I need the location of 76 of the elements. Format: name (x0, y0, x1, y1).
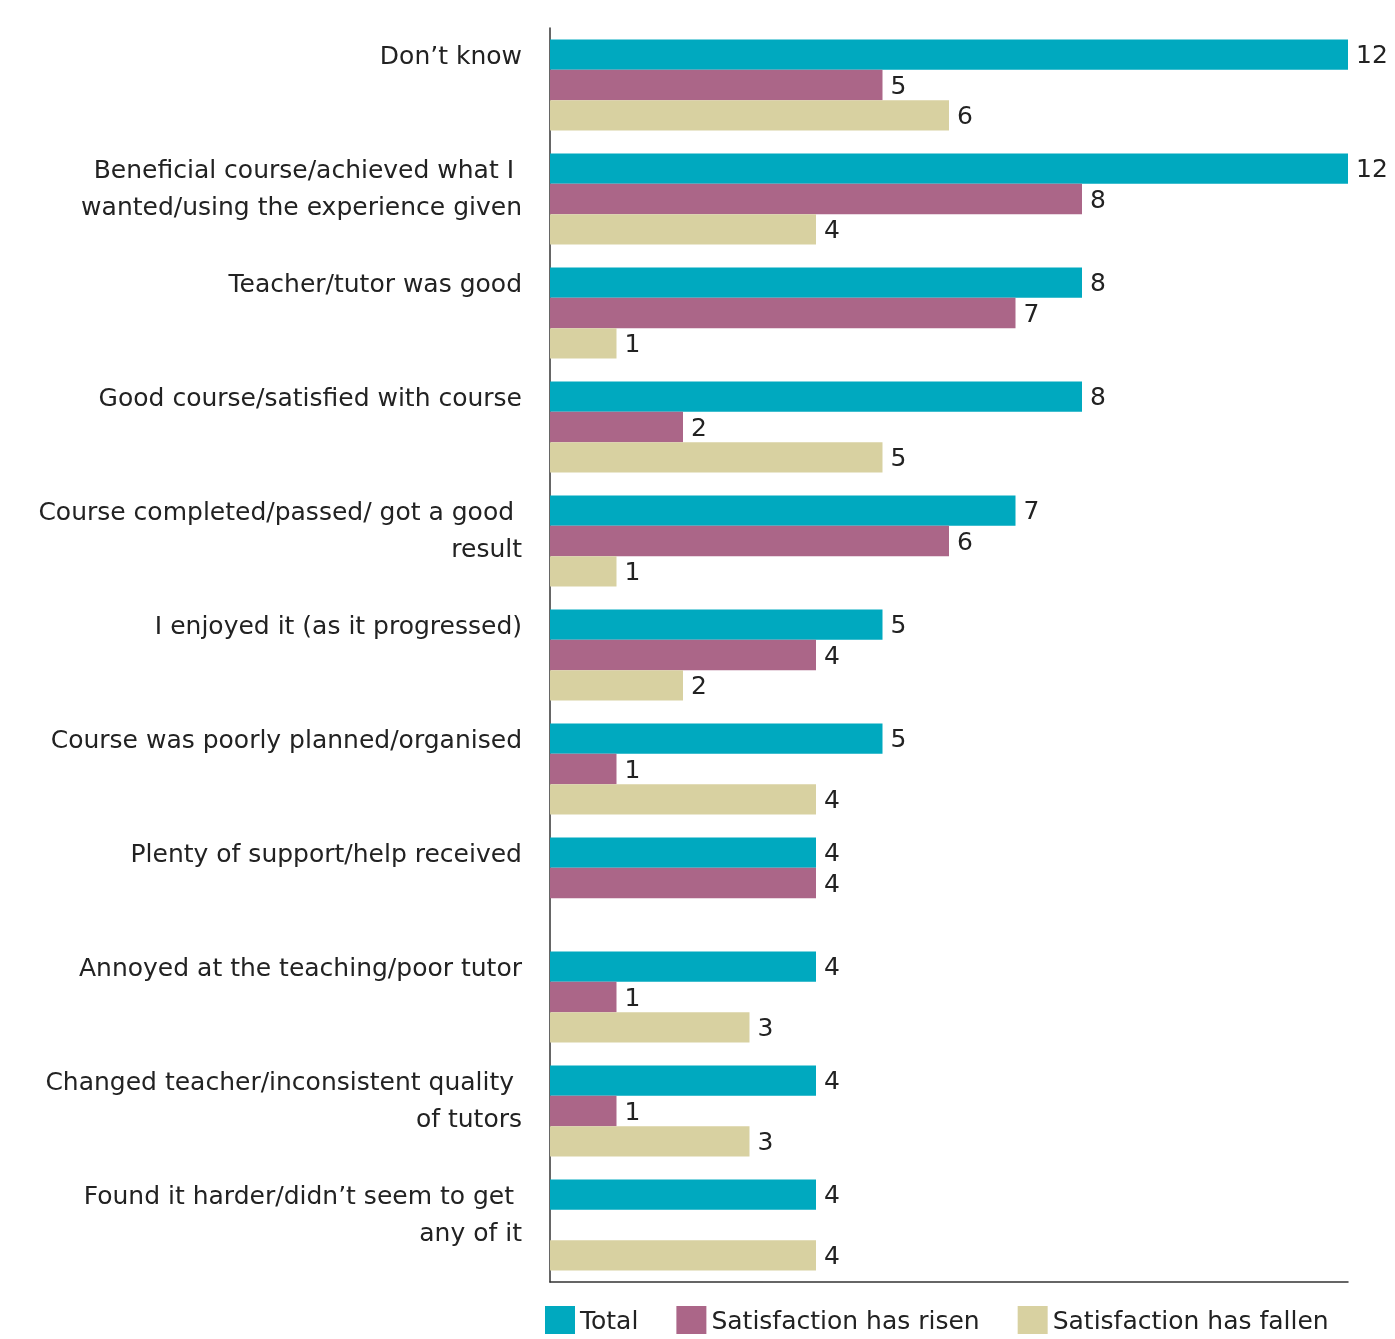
bar (550, 1179, 816, 1210)
y-tick-label: Annoyed at the teaching/poor tutor (78, 953, 523, 982)
data-label: 3 (757, 1012, 774, 1042)
data-label: 1 (624, 556, 641, 586)
data-label: 1 (624, 754, 641, 784)
bar (550, 411, 683, 443)
bar (550, 442, 883, 473)
bar (550, 183, 1082, 215)
bar (550, 753, 617, 785)
bar (550, 495, 1016, 526)
bar (550, 214, 816, 245)
data-label: 5 (890, 442, 907, 472)
data-label: 4 (824, 838, 840, 868)
bar (550, 639, 816, 671)
bar (550, 723, 883, 754)
y-tick-label: Teacher/tutor was good (227, 269, 522, 298)
bar (550, 328, 617, 359)
data-label: 5 (890, 724, 907, 754)
bar (550, 981, 617, 1013)
bar (550, 837, 816, 868)
data-label: 7 (1023, 298, 1040, 328)
bar (550, 951, 816, 982)
bar (550, 153, 1348, 184)
bar (550, 1240, 816, 1271)
bar (550, 1012, 750, 1043)
data-label: 4 (824, 1180, 840, 1210)
data-label: 4 (824, 1240, 840, 1270)
y-tick-label: Good course/satisfied with course (98, 383, 522, 412)
y-tick-label: Beneficial course/achieved what I wanted/using the experience given (81, 155, 522, 221)
data-label: 2 (691, 412, 707, 442)
bar (550, 784, 816, 815)
data-label: 1 (624, 1096, 641, 1126)
data-label: 7 (1023, 496, 1040, 526)
data-label: 8 (1090, 268, 1106, 298)
legend-label: Satisfaction has fallen (1052, 1305, 1329, 1335)
bar (550, 267, 1082, 298)
data-label: 1 (624, 328, 641, 358)
legend-label: Total (579, 1305, 639, 1335)
bar (550, 39, 1348, 70)
y-tick-label: Changed teacher/inconsistent quality of tutors (45, 1067, 522, 1133)
data-label: 5 (890, 610, 907, 640)
legend-label: Satisfaction has risen (711, 1305, 980, 1335)
data-label: 8 (1090, 184, 1106, 214)
bar (550, 670, 683, 701)
data-label: 6 (957, 100, 973, 130)
data-label: 3 (757, 1126, 774, 1156)
data-label: 1 (624, 982, 641, 1012)
data-label: 8 (1090, 382, 1106, 412)
y-tick-label: Course was poorly planned/organised (50, 725, 522, 754)
data-label: 4 (824, 214, 840, 244)
data-label: 12 (1356, 40, 1388, 70)
bar (550, 297, 1016, 329)
y-tick-label: Course completed/passed/ got a good result (38, 497, 523, 563)
data-label: 4 (824, 952, 840, 982)
bar (550, 609, 883, 640)
y-tick-label: Plenty of support/help received (130, 839, 522, 868)
data-label: 4 (824, 868, 840, 898)
data-label: 5 (890, 70, 907, 100)
bar (550, 1065, 816, 1096)
data-label: 4 (824, 640, 840, 670)
data-label: 6 (957, 526, 973, 556)
bar (550, 867, 816, 899)
bar (550, 381, 1082, 412)
data-label: 4 (824, 784, 840, 814)
bar (550, 1126, 750, 1157)
y-tick-label: I enjoyed it (as it progressed) (154, 611, 522, 640)
bar (550, 556, 617, 587)
bar (550, 100, 949, 131)
bar (550, 69, 883, 101)
bar (550, 525, 949, 557)
bar (550, 1095, 617, 1127)
data-label: 4 (824, 1066, 840, 1096)
data-label: 12 (1356, 154, 1388, 184)
data-label: 2 (691, 670, 707, 700)
y-tick-label: Don’t know (379, 41, 522, 70)
y-tick-label: Found it harder/didn’t seem to get any of it (83, 1181, 523, 1247)
